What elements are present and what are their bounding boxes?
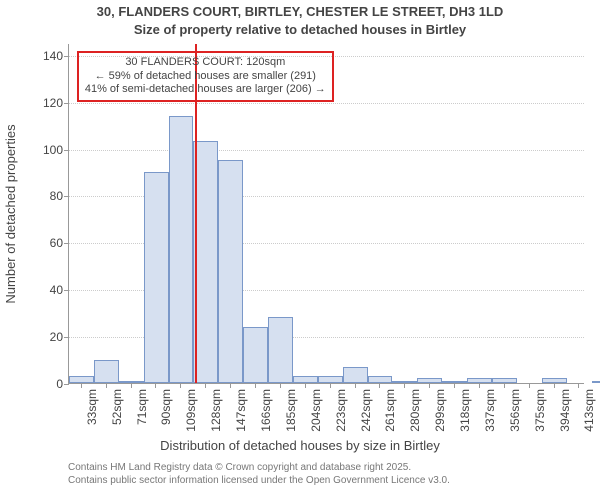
histogram-bar bbox=[368, 376, 393, 383]
xtick-label: 261sqm bbox=[383, 389, 397, 432]
ytick-label: 40 bbox=[50, 283, 69, 297]
xtick-label: 128sqm bbox=[209, 389, 223, 432]
histogram-bar bbox=[592, 381, 600, 383]
xtick-label: 413sqm bbox=[582, 389, 596, 432]
annotation-line: 41% of semi-detached houses are larger (… bbox=[85, 83, 326, 97]
histogram-bar bbox=[343, 367, 368, 383]
gridline-h bbox=[69, 103, 584, 104]
chart-container: 30, FLANDERS COURT, BIRTLEY, CHESTER LE … bbox=[0, 0, 600, 500]
footer-line1: Contains HM Land Registry data © Crown c… bbox=[68, 462, 450, 475]
xtick-label: 394sqm bbox=[558, 389, 572, 432]
xtick-label: 109sqm bbox=[184, 389, 198, 432]
ytick-label: 140 bbox=[43, 49, 69, 63]
plot-area: 02040608010012014033sqm52sqm71sqm90sqm10… bbox=[68, 44, 584, 384]
xtick-label: 356sqm bbox=[508, 389, 522, 432]
xtick-label: 280sqm bbox=[408, 389, 422, 432]
xtick-label: 90sqm bbox=[159, 389, 173, 425]
xtick-mark bbox=[155, 383, 156, 388]
xtick-mark bbox=[504, 383, 505, 388]
xtick-mark bbox=[404, 383, 405, 388]
histogram-bar bbox=[218, 160, 243, 383]
xtick-label: 299sqm bbox=[433, 389, 447, 432]
histogram-bar bbox=[169, 116, 194, 383]
xtick-mark bbox=[429, 383, 430, 388]
xtick-label: 147sqm bbox=[234, 389, 248, 432]
xtick-mark bbox=[379, 383, 380, 388]
xtick-mark bbox=[131, 383, 132, 388]
histogram-bar bbox=[268, 317, 293, 383]
annotation-line: ← 59% of detached houses are smaller (29… bbox=[85, 70, 326, 84]
xtick-mark bbox=[554, 383, 555, 388]
annotation-box: 30 FLANDERS COURT: 120sqm← 59% of detach… bbox=[77, 51, 334, 102]
histogram-bar bbox=[293, 376, 318, 383]
x-axis-label: Distribution of detached houses by size … bbox=[0, 438, 600, 453]
xtick-mark bbox=[106, 383, 107, 388]
xtick-mark bbox=[578, 383, 579, 388]
ytick-label: 120 bbox=[43, 96, 69, 110]
xtick-mark bbox=[454, 383, 455, 388]
chart-title-line1: 30, FLANDERS COURT, BIRTLEY, CHESTER LE … bbox=[0, 4, 600, 19]
footer-attribution: Contains HM Land Registry data © Crown c… bbox=[68, 462, 450, 487]
xtick-mark bbox=[280, 383, 281, 388]
histogram-bar bbox=[243, 327, 268, 383]
histogram-bar bbox=[94, 360, 119, 383]
xtick-label: 52sqm bbox=[110, 389, 124, 425]
xtick-mark bbox=[529, 383, 530, 388]
xtick-label: 185sqm bbox=[284, 389, 298, 432]
xtick-label: 375sqm bbox=[533, 389, 547, 432]
annotation-line: 30 FLANDERS COURT: 120sqm bbox=[85, 56, 326, 70]
xtick-mark bbox=[230, 383, 231, 388]
histogram-bar bbox=[318, 376, 343, 383]
histogram-bar bbox=[144, 172, 169, 383]
xtick-label: 71sqm bbox=[135, 389, 149, 425]
xtick-label: 204sqm bbox=[309, 389, 323, 432]
ytick-label: 20 bbox=[50, 330, 69, 344]
xtick-mark bbox=[305, 383, 306, 388]
ytick-label: 0 bbox=[56, 377, 69, 391]
gridline-h bbox=[69, 150, 584, 151]
xtick-label: 242sqm bbox=[359, 389, 373, 432]
xtick-label: 166sqm bbox=[259, 389, 273, 432]
xtick-mark bbox=[330, 383, 331, 388]
ytick-label: 100 bbox=[43, 143, 69, 157]
xtick-mark bbox=[355, 383, 356, 388]
footer-line2: Contains public sector information licen… bbox=[68, 475, 450, 488]
xtick-label: 33sqm bbox=[85, 389, 99, 425]
xtick-mark bbox=[479, 383, 480, 388]
histogram-bar bbox=[193, 141, 218, 383]
xtick-mark bbox=[81, 383, 82, 388]
ytick-label: 60 bbox=[50, 236, 69, 250]
xtick-mark bbox=[205, 383, 206, 388]
xtick-label: 337sqm bbox=[483, 389, 497, 432]
chart-title-line2: Size of property relative to detached ho… bbox=[0, 22, 600, 37]
xtick-label: 223sqm bbox=[334, 389, 348, 432]
xtick-mark bbox=[255, 383, 256, 388]
ytick-label: 80 bbox=[50, 189, 69, 203]
xtick-label: 318sqm bbox=[458, 389, 472, 432]
y-axis-label: Number of detached properties bbox=[3, 124, 18, 303]
histogram-bar bbox=[69, 376, 94, 383]
xtick-mark bbox=[180, 383, 181, 388]
